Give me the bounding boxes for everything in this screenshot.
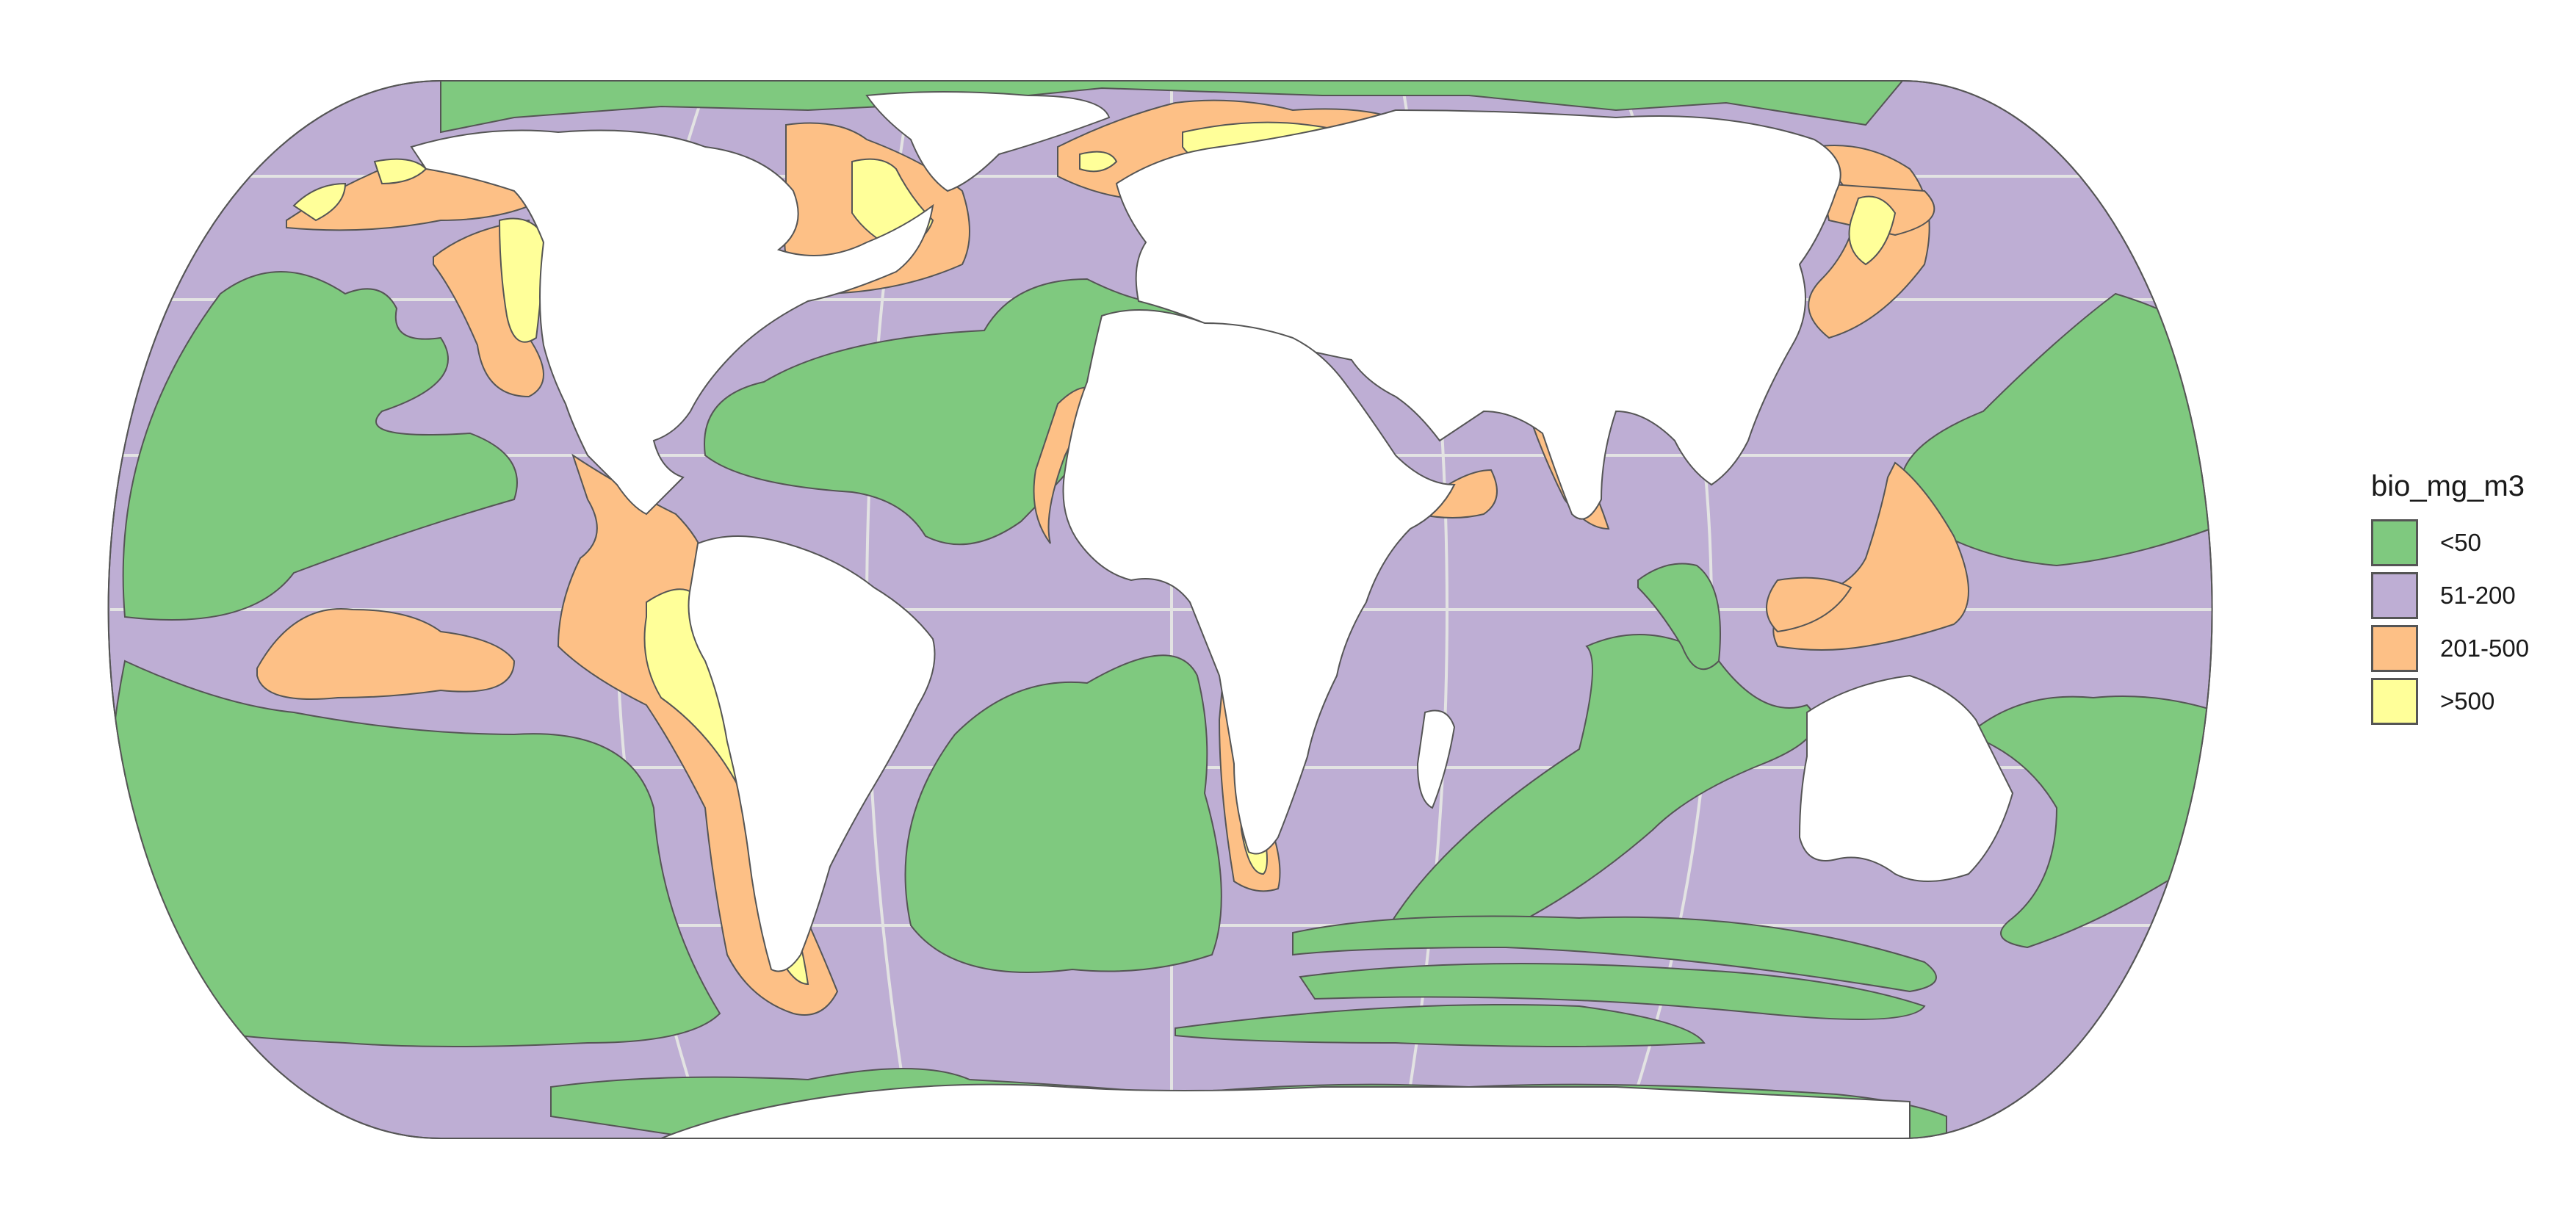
legend-swatch-gt500 (2371, 678, 2418, 725)
legend-label-lt50: <50 (2440, 529, 2481, 556)
legend-item-201-500: 201-500 (2371, 622, 2562, 675)
legend-title: bio_mg_m3 (2371, 470, 2525, 502)
legend-swatch-lt50 (2371, 519, 2418, 566)
legend-label-201-500: 201-500 (2440, 635, 2530, 662)
legend: bio_mg_m3 <50 51-200 201-500 >500 (2371, 470, 2562, 728)
legend-item-lt50: <50 (2371, 516, 2562, 569)
land-masses (410, 91, 2014, 1138)
globe-border (107, 80, 2213, 1139)
legend-swatch-201-500 (2371, 625, 2418, 672)
legend-item-gt500: >500 (2371, 675, 2562, 728)
legend-item-51-200: 51-200 (2371, 569, 2562, 622)
legend-label-gt500: >500 (2440, 687, 2495, 715)
legend-label-51-200: 51-200 (2440, 582, 2516, 609)
legend-swatch-51-200 (2371, 572, 2418, 619)
